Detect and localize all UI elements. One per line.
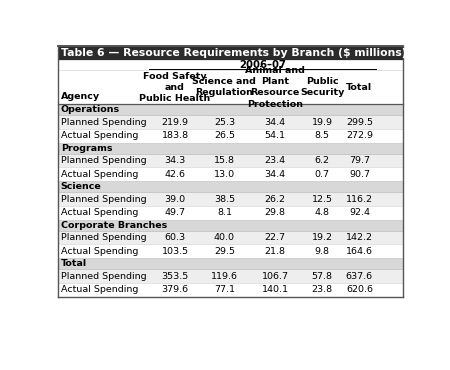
Text: 29.5: 29.5	[214, 247, 235, 256]
Text: Actual Spending: Actual Spending	[61, 285, 138, 295]
Text: 620.6: 620.6	[346, 285, 373, 295]
Text: 42.6: 42.6	[165, 170, 185, 179]
Text: 39.0: 39.0	[165, 195, 185, 204]
Text: 12.5: 12.5	[311, 195, 333, 204]
Text: 90.7: 90.7	[349, 170, 370, 179]
Text: Planned Spending: Planned Spending	[61, 233, 146, 242]
Text: 77.1: 77.1	[214, 285, 235, 295]
Text: Science: Science	[61, 182, 102, 191]
Text: Table 6 — Resource Requirements by Branch ($ millions): Table 6 — Resource Requirements by Branc…	[62, 48, 407, 58]
Text: 353.5: 353.5	[162, 272, 189, 280]
Text: 19.2: 19.2	[311, 233, 333, 242]
Text: 0.7: 0.7	[315, 170, 329, 179]
Text: Actual Spending: Actual Spending	[61, 208, 138, 218]
Text: Planned Spending: Planned Spending	[61, 195, 146, 204]
Text: 19.9: 19.9	[311, 118, 333, 127]
Text: 164.6: 164.6	[346, 247, 373, 256]
Text: 8.1: 8.1	[217, 208, 232, 218]
Text: 92.4: 92.4	[349, 208, 370, 218]
Text: 2006–07: 2006–07	[239, 60, 286, 70]
Text: 106.7: 106.7	[261, 272, 288, 280]
Text: 103.5: 103.5	[162, 247, 189, 256]
Text: 299.5: 299.5	[346, 118, 373, 127]
Bar	[58, 46, 403, 60]
Text: 22.7: 22.7	[265, 233, 285, 242]
Text: Actual Spending: Actual Spending	[61, 131, 138, 140]
Bar	[58, 269, 403, 283]
Text: 26.5: 26.5	[214, 131, 235, 140]
Text: 49.7: 49.7	[165, 208, 185, 218]
Text: 40.0: 40.0	[214, 233, 235, 242]
Bar	[58, 168, 403, 181]
Text: 8.5: 8.5	[315, 131, 329, 140]
Bar	[58, 220, 403, 231]
Text: 119.6: 119.6	[211, 272, 238, 280]
Text: Planned Spending: Planned Spending	[61, 118, 146, 127]
Text: 54.1: 54.1	[265, 131, 285, 140]
Text: 15.8: 15.8	[214, 156, 235, 165]
Text: Planned Spending: Planned Spending	[61, 272, 146, 280]
Text: Food Safety
and
Public Health: Food Safety and Public Health	[140, 72, 211, 103]
Text: 21.8: 21.8	[265, 247, 285, 256]
Text: 140.1: 140.1	[261, 285, 288, 295]
Bar	[58, 206, 403, 220]
Text: 57.8: 57.8	[311, 272, 333, 280]
Text: 637.6: 637.6	[346, 272, 373, 280]
Text: 34.4: 34.4	[265, 170, 286, 179]
Text: Total: Total	[61, 259, 87, 268]
Bar	[58, 143, 403, 154]
Text: 34.4: 34.4	[265, 118, 286, 127]
Bar	[58, 283, 403, 297]
Text: 272.9: 272.9	[346, 131, 373, 140]
Text: Agency: Agency	[61, 92, 100, 101]
Text: 79.7: 79.7	[349, 156, 370, 165]
Bar	[58, 192, 403, 206]
Text: Actual Spending: Actual Spending	[61, 247, 138, 256]
Text: 34.3: 34.3	[164, 156, 186, 165]
Bar	[58, 181, 403, 192]
Bar	[58, 60, 403, 70]
Text: Planned Spending: Planned Spending	[61, 156, 146, 165]
Text: 38.5: 38.5	[214, 195, 235, 204]
Text: 23.8: 23.8	[311, 285, 333, 295]
Text: 23.4: 23.4	[265, 156, 286, 165]
Text: 6.2: 6.2	[315, 156, 329, 165]
Bar	[58, 70, 403, 104]
Bar	[58, 231, 403, 245]
Text: Programs: Programs	[61, 144, 112, 153]
Text: 379.6: 379.6	[162, 285, 189, 295]
Text: 29.8: 29.8	[265, 208, 285, 218]
Bar	[58, 245, 403, 258]
Text: 183.8: 183.8	[162, 131, 189, 140]
Text: 13.0: 13.0	[214, 170, 235, 179]
Text: Public
Security: Public Security	[300, 77, 344, 97]
Text: 219.9: 219.9	[162, 118, 189, 127]
Text: 4.8: 4.8	[315, 208, 329, 218]
Text: Animal and
Plant
Resource
Protection: Animal and Plant Resource Protection	[245, 66, 305, 108]
Text: 26.2: 26.2	[265, 195, 285, 204]
Text: Actual Spending: Actual Spending	[61, 170, 138, 179]
Bar	[58, 154, 403, 168]
Text: Science and
Regulation: Science and Regulation	[193, 77, 256, 97]
Text: 60.3: 60.3	[165, 233, 185, 242]
Text: 142.2: 142.2	[346, 233, 373, 242]
Bar	[58, 129, 403, 143]
Text: Total: Total	[346, 83, 373, 92]
Text: 25.3: 25.3	[214, 118, 235, 127]
Text: 9.8: 9.8	[315, 247, 329, 256]
Text: Operations: Operations	[61, 105, 120, 114]
Text: Corporate Branches: Corporate Branches	[61, 221, 167, 230]
Text: 116.2: 116.2	[346, 195, 373, 204]
Bar	[58, 104, 403, 115]
Bar	[58, 115, 403, 129]
Bar	[58, 258, 403, 269]
